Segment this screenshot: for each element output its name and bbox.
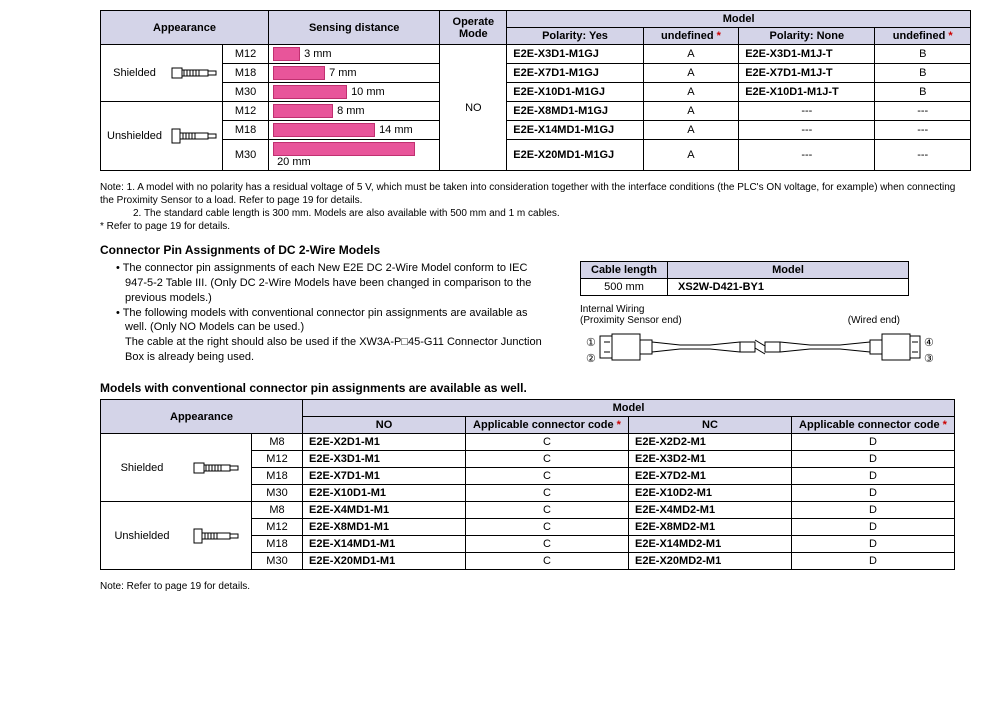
unshielded-sensor-icon bbox=[192, 525, 242, 547]
wiring-right-label: (Wired end) bbox=[848, 315, 900, 326]
section-heading: Connector Pin Assignments of DC 2-Wire M… bbox=[100, 243, 971, 257]
td-model: XS2W-D421-BY1 bbox=[668, 279, 909, 296]
note-text: Note: 1. A model with no polarity has a … bbox=[100, 181, 971, 207]
sensing-distance-table: AppearanceSensing distanceOperate ModeMo… bbox=[100, 10, 971, 171]
note-1: Note: 1. A model with no polarity has a … bbox=[100, 181, 971, 233]
wiring-left-label: (Proximity Sensor end) bbox=[580, 315, 682, 326]
conventional-models-table: AppearanceModelNOApplicable connector co… bbox=[100, 399, 955, 570]
wiring-title: Internal Wiring bbox=[580, 304, 960, 315]
bullet-text: The cable at the right should also be us… bbox=[116, 335, 546, 365]
svg-text:③: ③ bbox=[924, 353, 934, 365]
shielded-sensor-icon bbox=[170, 62, 220, 84]
th-cable-length: Cable length bbox=[581, 262, 668, 279]
bullet-block: • The connector pin assignments of each … bbox=[116, 261, 546, 365]
th-model: Model bbox=[668, 262, 909, 279]
td-cable-length: 500 mm bbox=[581, 279, 668, 296]
bullet-text: • The connector pin assignments of each … bbox=[116, 261, 546, 306]
bullet-text: • The following models with conventional… bbox=[116, 306, 546, 336]
svg-text:①: ① bbox=[586, 337, 596, 349]
note-text: * Refer to page 19 for details. bbox=[100, 220, 971, 233]
note-3: Note: Refer to page 19 for details. bbox=[100, 580, 971, 593]
shielded-sensor-icon bbox=[192, 457, 242, 479]
section-heading: Models with conventional connector pin a… bbox=[100, 381, 971, 395]
svg-text:②: ② bbox=[586, 353, 596, 365]
cable-table: Cable length Model 500 mm XS2W-D421-BY1 bbox=[580, 261, 909, 296]
note-text: 2. The standard cable length is 300 mm. … bbox=[100, 207, 971, 220]
svg-text:④: ④ bbox=[924, 337, 934, 349]
wiring-diagram-icon: ① ② ④ ③ bbox=[580, 328, 940, 370]
unshielded-sensor-icon bbox=[170, 125, 220, 147]
